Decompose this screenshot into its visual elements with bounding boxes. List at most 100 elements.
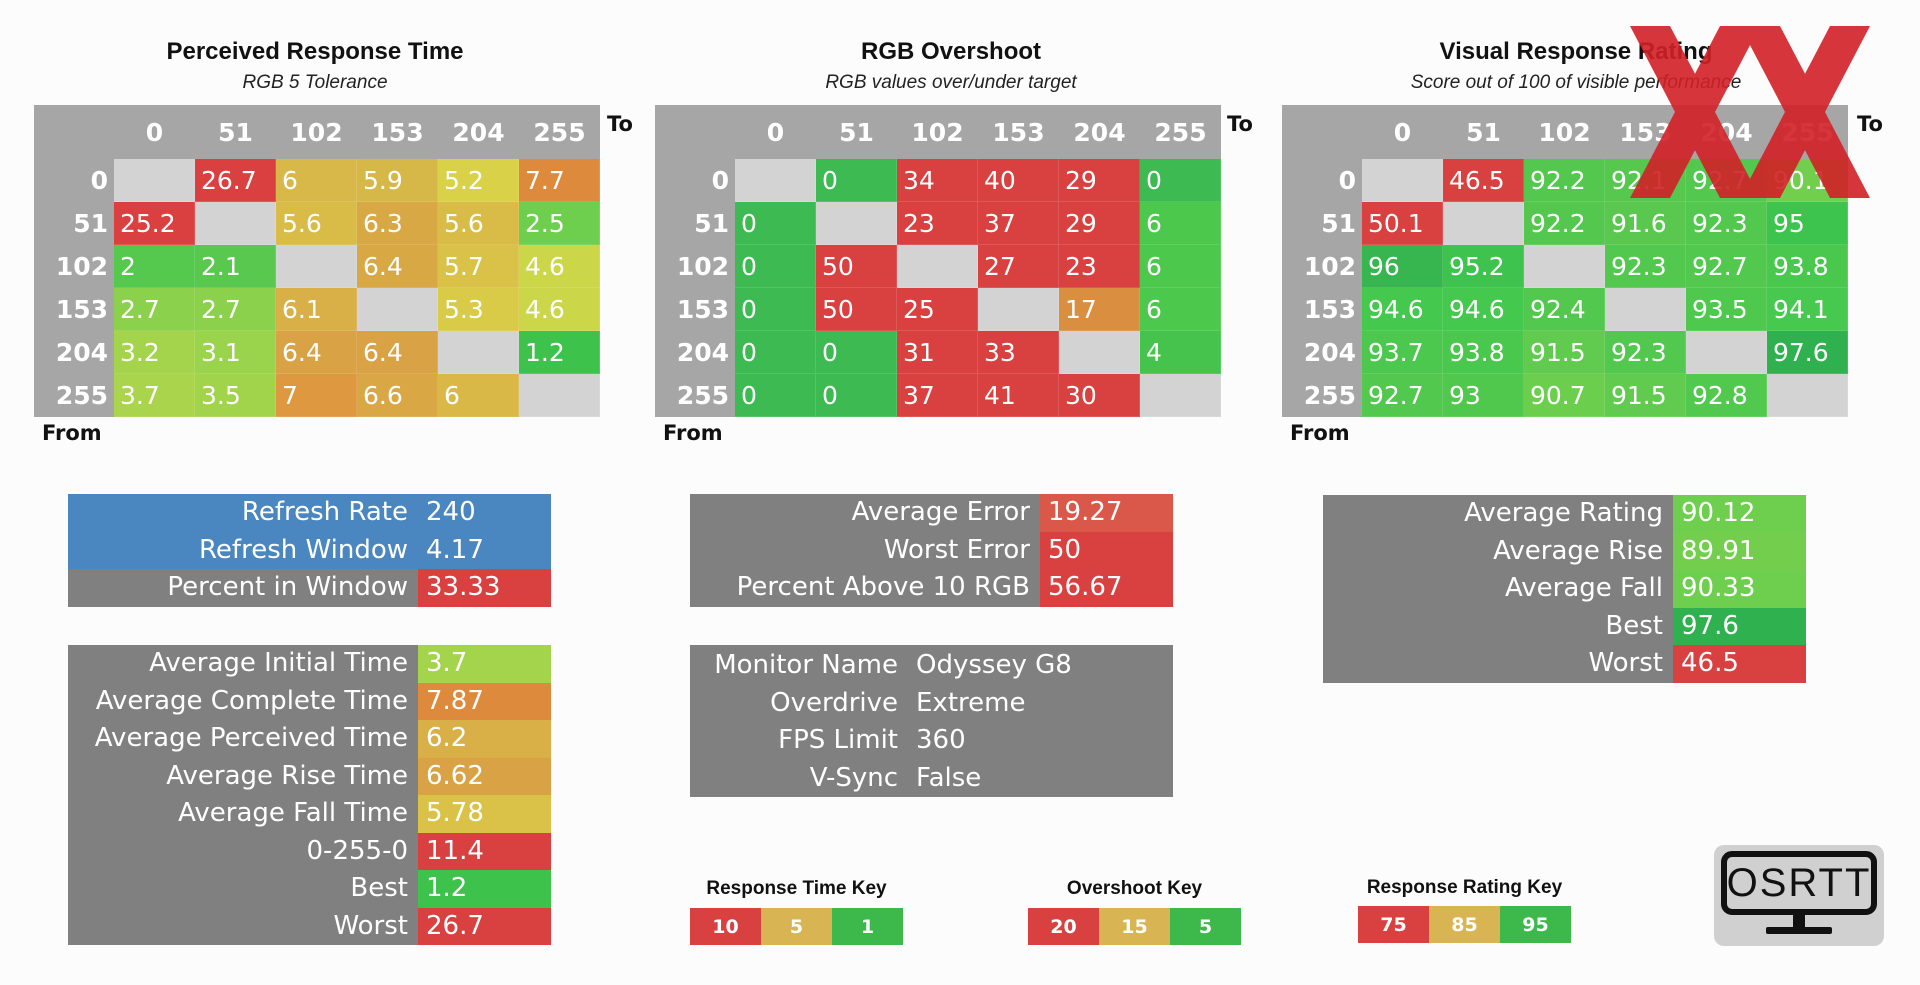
heatmap-cell: 0	[816, 159, 897, 202]
heatmap-cell: 2.5	[519, 202, 600, 245]
stat-value: 6.2	[418, 720, 551, 758]
to-label-overshoot: To	[1227, 112, 1253, 136]
heatmap-cell: 29	[1059, 202, 1140, 245]
stat-label: Overdrive	[690, 684, 908, 722]
row-header: 102	[676, 252, 729, 281]
watermark-stroke	[1740, 26, 1870, 198]
heatmap-cell: 31	[897, 331, 978, 374]
heatmap-cell: 7.7	[519, 159, 600, 202]
response-time-stats-table: Average Initial Time 3.7 Average Complete …	[68, 645, 551, 945]
heatmap-cell: 91.5	[1605, 374, 1686, 417]
stat-label: Refresh Rate	[68, 494, 418, 532]
heatmap-cell-empty	[978, 288, 1059, 331]
heatmap-cell: 6.3	[357, 202, 438, 245]
heatmap-cell-empty	[1443, 202, 1524, 245]
heatmap-cell: 94.6	[1443, 288, 1524, 331]
heatmap-cell-empty	[195, 202, 276, 245]
heatmap-cell: 6	[276, 159, 357, 202]
heatmap-cell: 37	[897, 374, 978, 417]
key-swatch: 95	[1500, 906, 1571, 943]
key-swatch: 85	[1429, 906, 1500, 943]
stat-value: 3.7	[418, 645, 551, 683]
stat-value: 26.7	[418, 907, 551, 945]
heatmap-cell: 0	[735, 331, 816, 374]
heatmap-cell: 0	[735, 245, 816, 288]
stat-label: Worst Error	[690, 531, 1040, 569]
heatmap-cell: 2.7	[114, 288, 195, 331]
column-header: 0	[766, 117, 785, 147]
column-header: 0	[145, 117, 164, 147]
stat-label: 0-255-0	[68, 832, 418, 870]
stat-value: 7.87	[418, 682, 551, 720]
rating-stats-table: Average Rating 90.12 Average Rise 89.91 Aver…	[1323, 495, 1806, 683]
from-label-rating: From	[1290, 421, 1350, 445]
key-swatch: 5	[1170, 908, 1241, 945]
heatmap-cell: 0	[735, 374, 816, 417]
key-swatch: 10	[690, 908, 761, 945]
key-swatch: 5	[761, 908, 832, 945]
heatmap-cell-empty	[438, 331, 519, 374]
heatmap-cell: 3.2	[114, 331, 195, 374]
heatmap-cell: 40	[978, 159, 1059, 202]
stat-label: FPS Limit	[690, 722, 908, 760]
xx-watermark-icon	[1630, 26, 1870, 198]
stat-value: 56.67	[1040, 569, 1173, 607]
heatmap-cell: 23	[1059, 245, 1140, 288]
monitor-info-table: Monitor Name Odyssey G8 Overdrive Extreme FP…	[690, 645, 1173, 797]
row-header: 102	[55, 252, 108, 281]
heatmap-cell-empty	[357, 288, 438, 331]
from-label-overshoot: From	[663, 421, 723, 445]
heatmap-cell: 4	[1140, 331, 1221, 374]
heatmap-cell: 94.1	[1767, 288, 1848, 331]
stat-value: 5.78	[418, 795, 551, 833]
stat-value: 90.12	[1673, 495, 1806, 533]
heatmap-subtitle-overshoot: RGB values over/under target	[825, 72, 1077, 93]
heatmap-cell: 6	[1140, 245, 1221, 288]
heatmap-cell: 50	[816, 245, 897, 288]
stat-value: 90.33	[1673, 570, 1806, 608]
stat-label: Average Perceived Time	[68, 720, 418, 758]
heatmap-cell-empty	[114, 159, 195, 202]
column-header: 255	[533, 117, 586, 147]
row-header: 204	[55, 338, 108, 367]
heatmap-cell-empty	[1140, 374, 1221, 417]
heatmap-cell: 6	[438, 374, 519, 417]
heatmap-cell: 0	[1140, 159, 1221, 202]
heatmap-cell: 27	[978, 245, 1059, 288]
heatmap-cell-empty	[1059, 331, 1140, 374]
heatmap-cell: 92.2	[1524, 159, 1605, 202]
heatmap-cell: 92.8	[1686, 374, 1767, 417]
to-label-rating: To	[1857, 112, 1883, 136]
heatmap-cell: 6.4	[357, 245, 438, 288]
heatmap-cell-empty	[1686, 331, 1767, 374]
heatmap-cell: 25	[897, 288, 978, 331]
heatmap-cell: 5.9	[357, 159, 438, 202]
refresh-stats-table: Refresh Rate 240 Refresh Window 4.17 Percent…	[68, 494, 551, 607]
heatmap-cell: 0	[735, 202, 816, 245]
stat-value: 11.4	[418, 832, 551, 870]
heatmap-cell: 3.7	[114, 374, 195, 417]
heatmap-cell: 95	[1767, 202, 1848, 245]
heatmap-cell: 30	[1059, 374, 1140, 417]
heatmap-perceived-response-time: 0 51 102 153 204 255 0 26.7 6 5.9 5.2 7.7 51 25.2 5.6 6…	[34, 105, 600, 417]
overshoot-key-title: Overshoot Key	[1066, 878, 1203, 899]
heatmap-cell-empty	[735, 159, 816, 202]
heatmap-cell: 29	[1059, 159, 1140, 202]
stat-value: 50	[1040, 531, 1173, 569]
column-header: 153	[992, 117, 1045, 147]
heatmap-cell: 46.5	[1443, 159, 1524, 202]
heatmap-rgb-overshoot: 0 51 102 153 204 255 0 0 34 40 29 0 51 0 23 37 29 6 102 0 50…	[655, 105, 1221, 417]
response-time-key-title: Response Time Key	[706, 878, 887, 899]
heatmap-cell: 4.6	[519, 245, 600, 288]
heatmap-cell: 2	[114, 245, 195, 288]
column-header: 51	[218, 117, 253, 147]
heatmap-cell: 0	[735, 288, 816, 331]
heatmap-cell: 50	[816, 288, 897, 331]
heatmap-title-overshoot: RGB Overshoot	[860, 38, 1042, 65]
column-header: 102	[1538, 117, 1591, 147]
key-swatch: 1	[832, 908, 903, 945]
heatmap-cell: 4.6	[519, 288, 600, 331]
to-label-perceived: To	[607, 112, 633, 136]
heatmap-cell-empty	[1605, 288, 1686, 331]
stat-label: Average Initial Time	[68, 645, 418, 683]
